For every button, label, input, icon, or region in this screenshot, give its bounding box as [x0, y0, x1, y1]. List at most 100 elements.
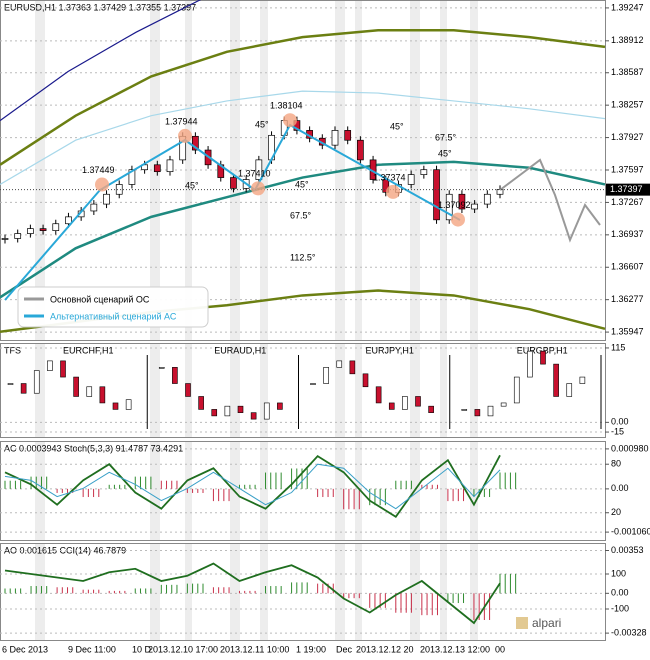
angle-label: 45° — [438, 148, 452, 158]
candle — [415, 396, 421, 407]
session-shade — [355, 544, 362, 640]
candle — [60, 360, 66, 378]
candle — [566, 383, 573, 397]
candle — [553, 363, 559, 397]
candle — [224, 405, 231, 417]
session-shade — [410, 344, 420, 437]
pivot-label: 1.37449 — [82, 165, 115, 175]
candle — [323, 367, 329, 384]
y-tick-label: 0.00 — [611, 417, 629, 427]
session-shade — [35, 344, 45, 437]
angle-label: 45° — [295, 179, 309, 189]
pivot-point — [386, 184, 400, 199]
panel-frame — [0, 543, 606, 641]
session-shade — [440, 344, 447, 437]
legend-box — [17, 286, 209, 328]
indicator-line — [0, 0, 202, 122]
candle — [166, 159, 174, 173]
session-shade — [470, 544, 478, 640]
y-tick-label: 1.37267 — [611, 197, 644, 207]
candle — [158, 367, 165, 369]
candle — [230, 177, 237, 189]
session-shade — [335, 442, 345, 540]
candle — [331, 130, 339, 146]
y-tick-label: 0.000980 — [611, 443, 649, 453]
candle — [474, 409, 481, 417]
time-label: 2013.12.13 12:00 — [420, 644, 490, 654]
session-shade — [260, 1, 268, 340]
price-tag-label: 1.37397 — [610, 184, 643, 194]
candle — [527, 350, 533, 378]
candle — [263, 402, 270, 420]
y-tick-label: 0.00353 — [611, 545, 644, 555]
time-label: 10 D — [132, 644, 152, 654]
oscillator-line — [4, 454, 501, 518]
candle — [336, 360, 343, 368]
pivot-point — [283, 113, 297, 128]
panel-title: TFS — [4, 345, 21, 355]
time-label: 6 Dec 2013 — [2, 644, 48, 654]
candle — [483, 193, 491, 205]
session-shade — [470, 1, 478, 340]
candle — [445, 193, 453, 221]
candle — [192, 135, 199, 151]
candle — [461, 409, 468, 411]
candle — [362, 373, 369, 388]
candle — [344, 130, 352, 141]
watermark-icon — [516, 617, 528, 629]
pivot-point — [251, 181, 265, 196]
y-tick-label: -0.00328 — [611, 627, 647, 637]
candle — [428, 405, 434, 413]
session-shade — [440, 1, 447, 340]
candle — [277, 402, 283, 410]
time-label: 9 Dec 11:00 — [68, 644, 116, 654]
candle — [349, 360, 356, 375]
y-tick-label: 115 — [611, 342, 625, 352]
y-tick-label: 1.38912 — [611, 35, 644, 45]
candle — [172, 367, 178, 384]
time-label: 2013.12.10 17:00 — [148, 644, 218, 654]
candle — [27, 228, 34, 234]
session-shade — [260, 344, 268, 437]
session-shade — [185, 544, 192, 640]
indicator-line — [0, 90, 606, 185]
candle — [33, 370, 40, 394]
candle — [420, 169, 428, 175]
panel-title: EURUSD,H1 1.37363 1.37429 1.37355 1.3739… — [4, 2, 196, 12]
session-shade — [230, 544, 240, 640]
candle — [65, 216, 72, 225]
candle — [153, 164, 161, 173]
price-tag — [606, 183, 650, 196]
time-label: 00 — [495, 644, 505, 654]
y-tick-label: 1.35947 — [611, 326, 644, 336]
candle — [14, 233, 22, 239]
y-tick-label: 1.38587 — [611, 67, 644, 77]
panel-frame — [0, 441, 606, 541]
session-shade — [335, 544, 345, 640]
angle-label: 45° — [390, 121, 404, 131]
session-shade — [410, 544, 420, 640]
candle — [540, 350, 546, 365]
session-shade — [150, 344, 160, 437]
candle — [496, 189, 504, 195]
y-tick-label: 0.00 — [611, 588, 629, 598]
session-shade — [185, 1, 192, 340]
series-label: EURCHF,H1 — [63, 345, 114, 355]
series-label: EURAUD,H1 — [214, 345, 266, 355]
pivot-point — [451, 212, 465, 227]
watermark: alpari — [532, 616, 561, 630]
pivot-label: 1.37944 — [165, 116, 198, 126]
alt-scenario — [4, 123, 461, 301]
candle — [357, 139, 364, 161]
candle — [388, 402, 395, 410]
indicator-line — [0, 160, 606, 299]
time-label: 2013.12.12 20 — [356, 644, 414, 654]
candle — [310, 383, 316, 385]
y-tick-label: 1.36607 — [611, 262, 644, 272]
candle — [198, 396, 204, 410]
candle — [407, 174, 415, 185]
series-label: EURJPY,H1 — [366, 345, 414, 355]
y-tick-label: 1.36277 — [611, 294, 644, 304]
